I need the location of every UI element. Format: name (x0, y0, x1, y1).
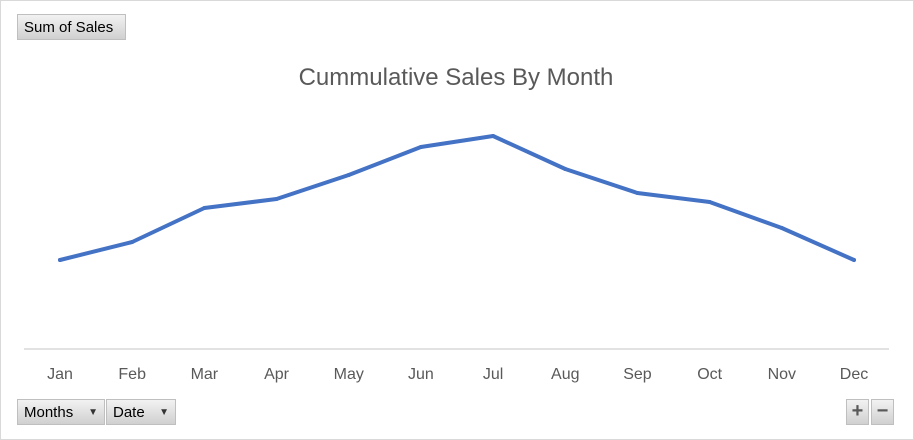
x-tick-label: Feb (118, 366, 146, 383)
x-tick-label: Mar (191, 366, 219, 383)
date-dropdown-icon: ▼ (159, 407, 169, 418)
x-tick-label: Dec (840, 366, 868, 383)
data-point[interactable] (779, 226, 784, 230)
data-point[interactable] (707, 200, 712, 204)
x-tick-label: Apr (264, 366, 290, 383)
data-point[interactable] (563, 167, 568, 171)
collapse-field-button[interactable]: − (871, 399, 894, 425)
plus-icon: + (851, 400, 864, 422)
sum-of-sales-field-button[interactable]: Sum of Sales (17, 14, 126, 40)
sum-of-sales-label: Sum of Sales (24, 19, 114, 36)
date-field-button[interactable]: Date ▼ (106, 399, 176, 425)
minus-icon: − (876, 400, 889, 422)
chart-title: Cummulative Sales By Month (299, 64, 614, 91)
months-field-label: Months (24, 404, 74, 421)
expand-field-button[interactable]: + (846, 399, 869, 425)
data-point[interactable] (202, 206, 207, 210)
months-dropdown-icon: ▼ (88, 407, 98, 418)
months-field-button[interactable]: Months ▼ (17, 399, 105, 425)
x-tick-label: Oct (697, 366, 722, 383)
x-tick-label: Nov (768, 366, 796, 383)
data-point[interactable] (130, 240, 135, 244)
data-point[interactable] (418, 145, 423, 149)
x-tick-label: Jun (408, 366, 434, 383)
series-line[interactable] (58, 134, 856, 262)
data-point[interactable] (346, 173, 351, 177)
x-tick-label: Jul (483, 366, 503, 383)
x-tick-label: Aug (551, 366, 579, 383)
date-field-label: Date (113, 404, 145, 421)
data-point[interactable] (635, 191, 640, 195)
x-tick-label: Jan (47, 366, 73, 383)
x-tick-label: Sep (623, 366, 652, 383)
data-point[interactable] (491, 134, 496, 138)
data-point[interactable] (852, 258, 856, 262)
data-point[interactable] (274, 197, 279, 201)
x-tick-label: May (334, 366, 364, 383)
data-point[interactable] (58, 258, 62, 262)
